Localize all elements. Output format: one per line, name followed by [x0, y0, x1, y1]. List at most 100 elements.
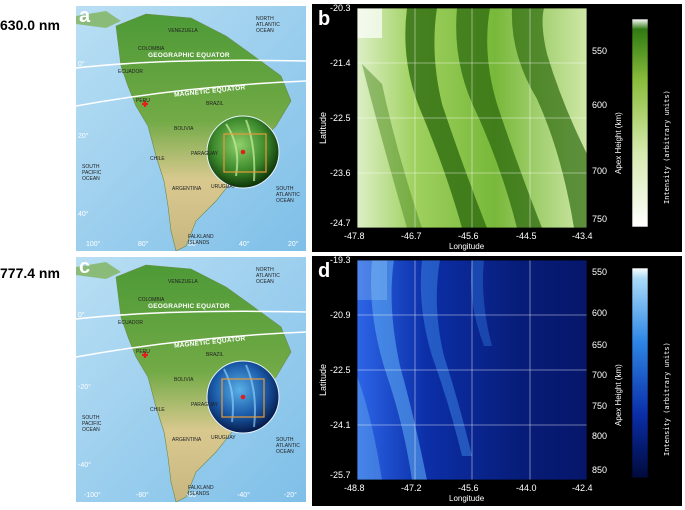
b-lon-tick-4: -43.4 — [572, 231, 593, 241]
map-panel-c: c GEOGRAPHIC EQUATOR MAGNETIC EQUATOR 0°… — [76, 257, 306, 502]
image-b-svg — [312, 4, 682, 252]
b-lat-tick-3: -23.6 — [330, 168, 351, 178]
map-c-lon-80: -80° — [136, 492, 149, 499]
ocean-atlantic-c: SOUTH ATLANTIC OCEAN — [276, 437, 300, 455]
d-lat-tick-1: -20.9 — [330, 310, 351, 320]
d-lon-tick-1: -47.2 — [401, 483, 422, 493]
d-cb-tick-3: 208 — [651, 304, 661, 310]
d-lat-tick-2: -22.5 — [330, 365, 351, 375]
d-lat-tick-0: -19.3 — [330, 256, 351, 265]
country-peru-a: PERU — [136, 98, 150, 104]
country-venezuela-a: VENEZUELA — [168, 28, 198, 34]
map-c-lat-20: -20° — [78, 384, 91, 391]
panel-letter-c: c — [79, 257, 91, 278]
map-c-lon-100: -100° — [84, 492, 101, 499]
country-uruguay-c: URUGUAY — [211, 435, 236, 441]
b-cb-tick-12: 64 — [651, 170, 658, 177]
country-colombia-c: COLOMBIA — [138, 297, 165, 303]
geo-equator-label-c: GEOGRAPHIC EQUATOR — [148, 303, 230, 310]
falkland-islands-c: FALKLAND ISLANDS — [188, 485, 214, 497]
b-cb-tick-15: 16 — [651, 209, 658, 216]
b-cb-ticks: 256 240 224 208 192 176 160 144 128 112 96 80 64 48 32… — [651, 16, 671, 228]
d-cb-tick-7: 144 — [651, 356, 661, 362]
image-panel-b: b -20.3 -21.4 -22.5 -23.6 -24.7 Latitude… — [312, 4, 682, 252]
b-cb-tick-7: 144 — [651, 106, 661, 113]
wavelength-label-row2: 777.4 nm — [0, 265, 60, 281]
b-apex-tick-0: 550 — [592, 46, 608, 56]
panel-letter-b: b — [318, 8, 331, 30]
b-cb-tick-16: 0 — [651, 222, 655, 228]
d-cb-tick-1: 240 — [651, 278, 661, 284]
d-cb-tick-9: 112 — [651, 382, 661, 388]
map-c-svg — [76, 257, 306, 502]
d-cb-tick-4: 192 — [651, 317, 661, 323]
geo-equator-label-a: GEOGRAPHIC EQUATOR — [148, 52, 230, 59]
map-a-lon-80: 80° — [138, 241, 149, 248]
b-apex-tick-3: 750 — [592, 214, 608, 224]
map-a-lon-40: 40° — [239, 241, 250, 248]
d-cb-tick-0: 256 — [651, 265, 661, 271]
d-cb-tick-13: 48 — [651, 434, 658, 440]
d-cb-tick-6: 160 — [651, 343, 661, 349]
d-cb-tick-5: 176 — [651, 330, 661, 336]
b-apex-tick-2: 700 — [592, 166, 608, 176]
d-cb-tick-10: 96 — [651, 395, 658, 401]
d-cb-tick-16: 0 — [651, 473, 655, 479]
image-panel-d: d -19.3 -20.9 -22.5 -24.1 -25.7 Latitude… — [312, 256, 682, 506]
d-cb-tick-2: 224 — [651, 291, 661, 297]
b-cb-tick-10: 96 — [651, 144, 658, 151]
b-cb-tick-3: 208 — [651, 54, 661, 61]
d-lat-tick-4: -25.7 — [330, 470, 351, 480]
map-c-lon-20: -20° — [284, 492, 297, 499]
b-ylabel: Latitude — [318, 111, 328, 144]
country-colombia-a: COLOMBIA — [138, 46, 165, 52]
country-peru-c: PERU — [136, 349, 150, 355]
d-cb-tick-8: 128 — [651, 369, 661, 375]
b-lon-tick-2: -45.6 — [458, 231, 479, 241]
country-ecuador-c: ECUADOR — [118, 320, 144, 326]
d-ylabel: Latitude — [318, 363, 328, 396]
b-cb-tick-11: 80 — [651, 157, 658, 164]
b-lat-tick-2: -22.5 — [330, 113, 351, 123]
d-cb-tick-14: 32 — [651, 447, 658, 453]
country-paraguay-c: PARAGUAY — [191, 402, 219, 408]
d-apex-tick-1: 600 — [592, 308, 608, 318]
d-apex-label: Apex Height (km) — [614, 364, 623, 426]
panel-letter-a: a — [79, 6, 91, 27]
wavelength-label-row1: 630.0 nm — [0, 17, 60, 33]
country-chile-a: CHILE — [150, 156, 165, 162]
d-lon-tick-2: -45.6 — [458, 483, 479, 493]
d-xlabel: Longitude — [449, 494, 485, 503]
country-brazil-a: BRAZIL — [206, 101, 224, 107]
country-paraguay-a: PARAGUAY — [191, 151, 219, 157]
map-a-lat-40: 40° — [78, 211, 89, 218]
map-c-lat-40: -40° — [78, 462, 91, 469]
b-apex-tick-1: 600 — [592, 100, 608, 110]
b-lon-tick-0: -47.8 — [344, 231, 365, 241]
b-apex-label: Apex Height (km) — [614, 112, 623, 174]
map-a-lon-100: 100° — [86, 241, 101, 248]
d-cb-tick-11: 80 — [651, 408, 658, 414]
map-c-lat-0: 0° — [78, 312, 85, 319]
b-cb-tick-5: 176 — [651, 80, 661, 87]
map-panel-a: a GEOGRAPHIC EQUATOR MAGNETIC EQUATOR 0°… — [76, 6, 306, 251]
d-apex-tick-5: 800 — [592, 431, 608, 441]
b-lat-tick-0: -20.3 — [330, 4, 351, 13]
image-d-svg — [312, 256, 682, 506]
country-bolivia-a: BOLIVIA — [174, 126, 194, 132]
country-brazil-c: BRAZIL — [206, 352, 224, 358]
d-apex-tick-4: 750 — [592, 401, 608, 411]
d-lon-tick-0: -48.8 — [344, 483, 365, 493]
map-a-lat-0: 0° — [78, 61, 85, 68]
map-a-svg — [76, 6, 306, 251]
b-cb-tick-9: 112 — [651, 131, 661, 138]
panel-letter-d: d — [318, 260, 331, 282]
d-cb-tick-15: 16 — [651, 460, 658, 466]
ocean-pacific-a: SOUTH PACIFIC OCEAN — [82, 164, 102, 182]
b-cb-tick-6: 160 — [651, 93, 661, 100]
ocean-atlantic-a: SOUTH ATLANTIC OCEAN — [276, 186, 300, 204]
b-lat-tick-1: -21.4 — [330, 58, 351, 68]
falkland-islands-a: FALKLAND ISLANDS — [188, 234, 214, 246]
b-lon-tick-3: -44.5 — [516, 231, 537, 241]
b-cb-tick-14: 32 — [651, 196, 658, 203]
